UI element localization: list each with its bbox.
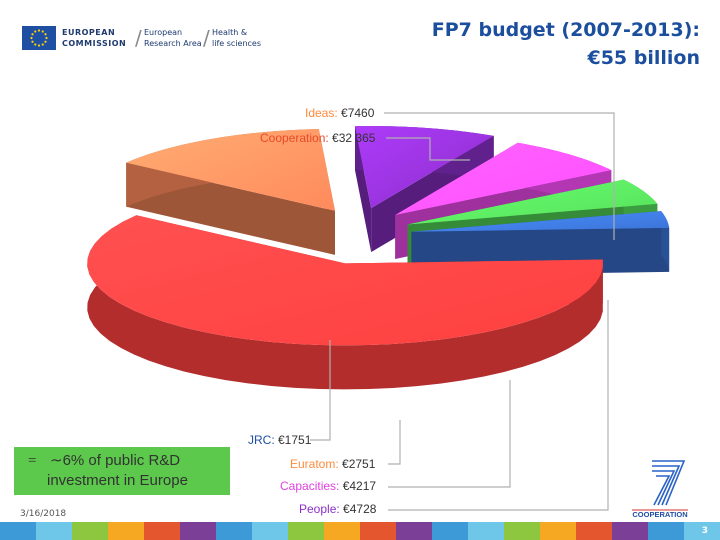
- slice-label-jrc: JRC: €1751: [248, 433, 312, 447]
- investment-note: = ∼6% of public R&D investment in Europe: [14, 447, 230, 495]
- slide-date: 3/16/2018: [20, 509, 67, 519]
- fp7-logo-text: COOPERATION: [632, 510, 687, 519]
- org-line1: EUROPEAN: [62, 28, 116, 37]
- fp7-cooperation-logo: COOPERATION: [630, 455, 690, 521]
- leader-line-jrc: [310, 340, 331, 441]
- slice-label-ideas: Ideas: €7460: [305, 106, 375, 120]
- leader-line-euratom: [388, 420, 401, 465]
- footer-segment: [72, 522, 108, 540]
- slice-label-people: People: €4728: [299, 502, 377, 516]
- footer-segment: [396, 522, 432, 540]
- area-line1: European: [144, 28, 183, 37]
- footer-segment: [576, 522, 612, 540]
- eu-flag-icon: [22, 26, 56, 50]
- footer-segment: [144, 522, 180, 540]
- footer-segment: [0, 522, 36, 540]
- divider-slash: /: [135, 26, 142, 50]
- footer-segment: [540, 522, 576, 540]
- org-line2: COMMISSION: [62, 39, 127, 48]
- european-commission-logo: EUROPEAN COMMISSION / European Research …: [22, 26, 272, 54]
- leader-line-capacities: [388, 380, 511, 488]
- area-line2: Research Area: [144, 39, 202, 48]
- theme-line1: Health &: [212, 28, 248, 37]
- footer-segment: [504, 522, 540, 540]
- footer-segment: [216, 522, 252, 540]
- footer-segment: [36, 522, 72, 540]
- leader-line-cooperation: [386, 137, 470, 161]
- pie-slice-ideas: [126, 129, 335, 255]
- footer-segment: [612, 522, 648, 540]
- note-line1: ∼6% of public R&D: [50, 452, 181, 469]
- title-line1: FP7 budget (2007-2013):: [431, 19, 700, 41]
- title-line2: €55 billion: [587, 47, 700, 69]
- note-line2: investment in Europe: [47, 472, 188, 489]
- footer-segment: [288, 522, 324, 540]
- footer-segment: [360, 522, 396, 540]
- leader-line-people: [388, 300, 609, 511]
- footer-segment: [468, 522, 504, 540]
- footer-segment: [648, 522, 684, 540]
- footer-segment: [252, 522, 288, 540]
- theme-line2: life sciences: [212, 39, 261, 48]
- footer-color-bar: [0, 522, 720, 540]
- page-title: FP7 budget (2007-2013): €55 billion: [360, 16, 700, 72]
- note-equals: =: [28, 453, 37, 469]
- footer-segment: [684, 522, 720, 540]
- footer-segment: [180, 522, 216, 540]
- slice-label-cooperation: Cooperation: €32 365: [260, 131, 376, 145]
- footer-segment: [432, 522, 468, 540]
- footer-segment: [324, 522, 360, 540]
- page-number: 3: [701, 526, 708, 536]
- slice-label-euratom: Euratom: €2751: [290, 457, 376, 471]
- pie-slice-cooperation: [87, 215, 603, 390]
- leader-line-ideas: [384, 112, 615, 240]
- slice-label-capacities: Capacities: €4217: [280, 479, 376, 493]
- divider-slash: /: [203, 26, 210, 50]
- footer-segment: [108, 522, 144, 540]
